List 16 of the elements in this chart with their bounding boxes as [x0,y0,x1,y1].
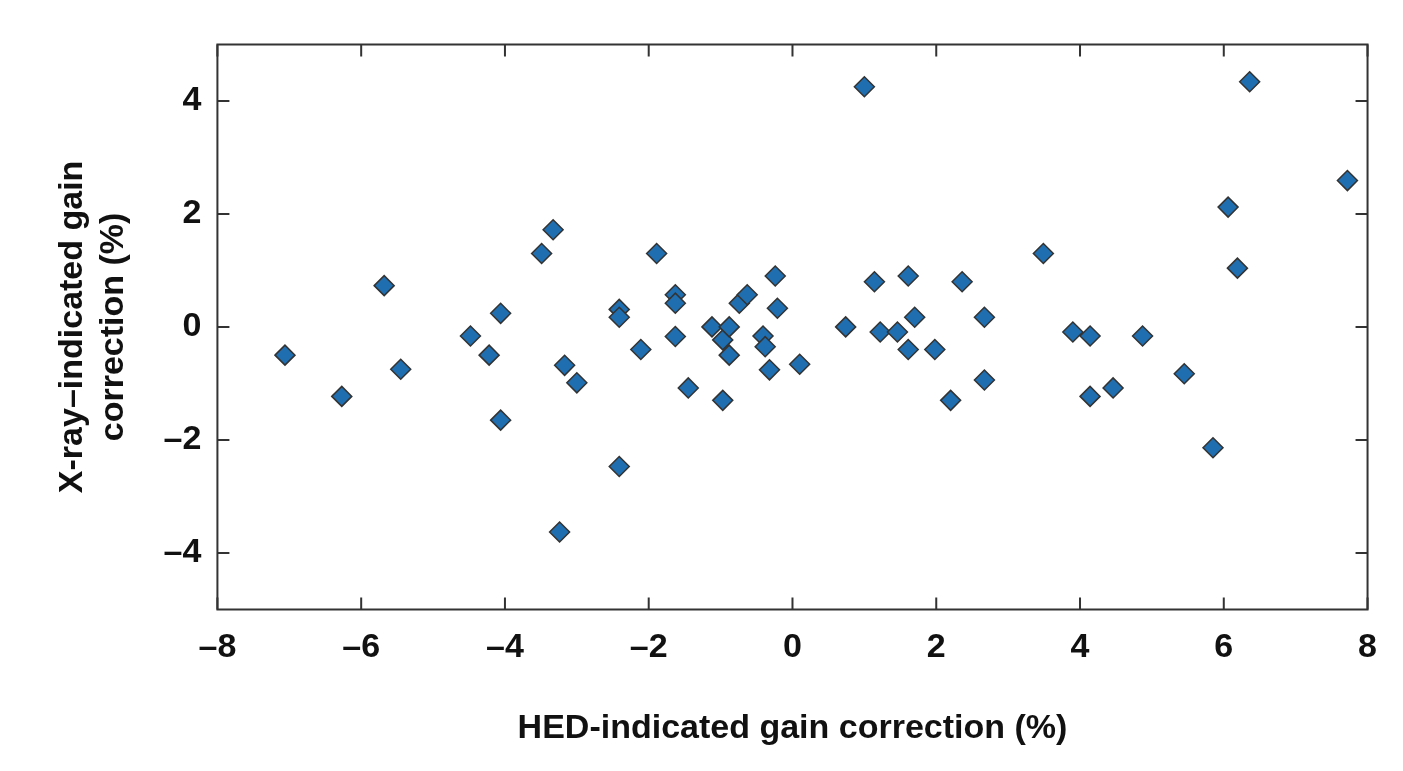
x-tick-label: 4 [1070,626,1090,665]
x-tick-label: –8 [198,626,237,665]
y-tick-label: 4 [182,79,202,118]
x-tick-label: –6 [342,626,381,665]
y-axis-title: X-ray–indicated gain correction (%) [50,160,130,494]
x-tick-label: –2 [629,626,668,665]
y-tick-label: 0 [182,305,202,344]
x-tick-label: 2 [926,626,946,665]
y-tick-label: 2 [182,192,202,231]
x-tick-label: 0 [783,626,802,665]
x-tick-label: 8 [1358,626,1378,665]
x-axis-title: HED-indicated gain correction (%) [517,706,1068,745]
x-tick-label: –4 [486,626,524,665]
y-tick-label: –4 [163,531,202,570]
y-tick-label: –2 [163,418,202,457]
x-tick-label: 6 [1214,626,1234,665]
